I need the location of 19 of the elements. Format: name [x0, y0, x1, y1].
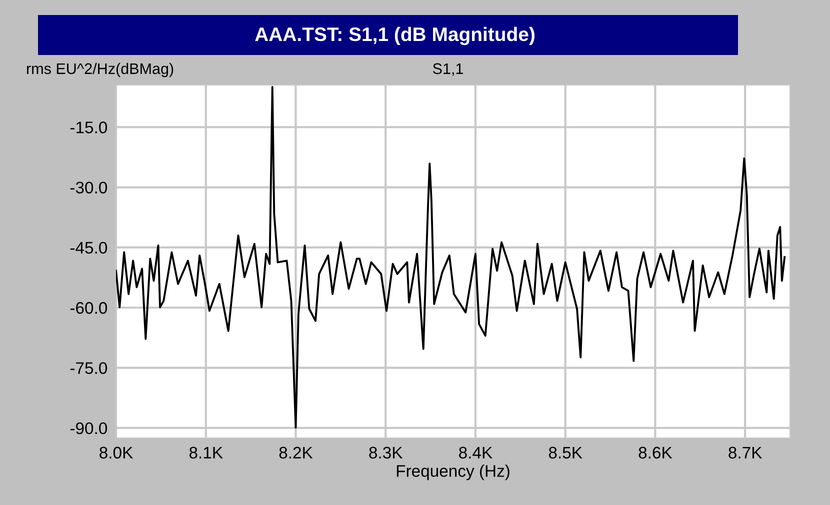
y-tick-label: -30.0: [70, 182, 108, 194]
x-tick-label: 8.6K: [638, 446, 672, 459]
x-tick-label: 8.2K: [279, 446, 313, 459]
y-axis-title: rms EU^2/Hz(dBMag): [27, 62, 174, 78]
x-tick-label: 8.3K: [369, 446, 403, 459]
x-tick-label: 8.7K: [728, 446, 762, 459]
chart-subtitle: S1,1: [432, 63, 463, 76]
x-axis-title: Frequency (Hz): [396, 464, 510, 480]
y-tick-label: -60.0: [70, 302, 108, 314]
x-tick-label: 8.4K: [459, 446, 492, 459]
y-tick-label: -75.0: [70, 362, 108, 374]
chart-title: AAA.TST: S1,1 (dB Magnitude): [255, 26, 534, 46]
x-tick-label: 8.0K: [100, 446, 133, 459]
line-series: [116, 86, 786, 429]
y-tick-label: -15.0: [70, 122, 108, 134]
y-tick-label: -90.0: [70, 422, 108, 434]
y-tick-label: -45.0: [70, 242, 108, 254]
x-tick-label: 8.1K: [189, 446, 223, 459]
x-tick-label: 8.5K: [548, 446, 582, 459]
